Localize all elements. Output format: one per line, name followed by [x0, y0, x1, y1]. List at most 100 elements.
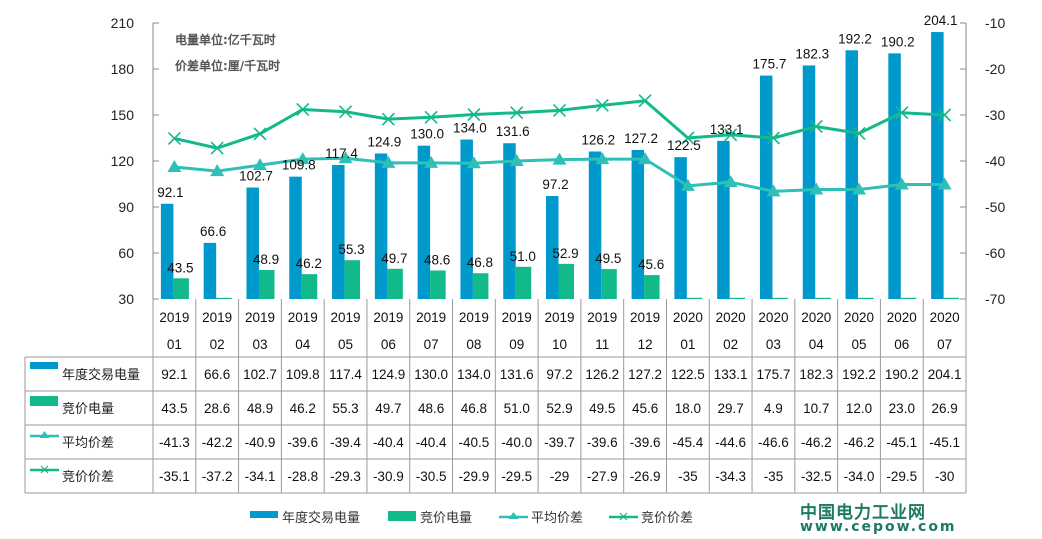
table-cell: 4.9	[764, 401, 783, 416]
table-cell: 51.0	[504, 401, 530, 416]
table-cell: -32.5	[801, 469, 832, 484]
bar-bid-volume	[644, 275, 660, 299]
category-year: 2020	[930, 310, 960, 325]
bar-annual-volume	[332, 164, 345, 299]
table-cell: -26.9	[630, 469, 661, 484]
label-annual-volume: 204.1	[924, 13, 958, 28]
bar-bid-volume	[900, 297, 917, 299]
bar-annual-volume	[203, 242, 217, 299]
table-cell: 175.7	[757, 367, 791, 382]
table-cell: 49.5	[589, 401, 615, 416]
legend-label: 平均价差	[531, 511, 583, 526]
legend-key-bar	[30, 362, 58, 369]
legend-label: 竞价价差	[641, 510, 693, 526]
label-bid-volume: 46.8	[467, 255, 493, 270]
table-cell: -45.1	[929, 435, 960, 450]
marker-x	[809, 119, 823, 134]
table-cell: 28.6	[204, 401, 230, 416]
bar-annual-volume	[631, 149, 645, 299]
bar-annual-volume	[160, 203, 174, 299]
table-cell: 130.0	[414, 367, 448, 382]
marker-x	[338, 105, 353, 119]
table-cell: -40.0	[501, 435, 532, 450]
label-bid-volume: 52.9	[552, 246, 578, 261]
category-month: 04	[295, 337, 311, 352]
table-cell: 43.5	[161, 401, 187, 416]
marker-triangle	[852, 182, 867, 195]
table-cell: -46.2	[844, 435, 875, 450]
label-annual-volume: 102.7	[239, 169, 273, 184]
bars	[160, 32, 960, 300]
marker-triangle	[338, 151, 353, 164]
marker-triangle	[680, 178, 695, 191]
right-tick-label: -10	[985, 15, 1005, 31]
marker-triangle	[39, 431, 50, 438]
table-cell: 46.2	[290, 401, 316, 416]
left-tick-label: 210	[111, 15, 135, 31]
label-annual-volume: 127.2	[624, 131, 658, 146]
data-labels: 92.1 66.6 102.7 109.8 117.4 124.9 130.0 134.0 13…	[157, 13, 957, 275]
table-cell: -39.4	[330, 435, 361, 450]
lines	[167, 94, 952, 197]
category-month: 04	[809, 337, 825, 352]
category-year: 2019	[245, 310, 275, 325]
marker-triangle	[937, 177, 952, 190]
marker-triangle	[295, 152, 310, 165]
label-annual-volume: 133.1	[710, 122, 744, 137]
marker-x	[467, 107, 481, 122]
table-cell: -34.1	[245, 469, 276, 484]
bar-annual-volume	[417, 145, 431, 299]
bar-bid-volume	[729, 297, 746, 299]
category-month: 08	[466, 337, 481, 352]
label-annual-volume: 131.6	[496, 124, 530, 139]
legend: 年度交易电量 竞价电量 平均价差 竞价价差	[250, 510, 693, 526]
label-bid-volume: 49.5	[595, 251, 621, 266]
bar-annual-volume	[931, 32, 944, 300]
table-cell: 45.6	[632, 401, 658, 416]
marker-x	[681, 131, 695, 145]
marker-x	[938, 108, 952, 122]
table-cell: -34.3	[715, 469, 746, 484]
marker-triangle	[894, 177, 909, 190]
marker-x	[210, 141, 224, 155]
category-year: 2019	[288, 310, 318, 325]
label-bid-volume: 48.9	[253, 252, 279, 267]
marker-x	[381, 112, 395, 126]
label-annual-volume: 134.0	[453, 121, 487, 136]
table-cell: 117.4	[329, 367, 362, 382]
marker-triangle	[167, 159, 182, 172]
table-cell: -45.4	[672, 435, 703, 450]
category-year: 2020	[801, 310, 831, 325]
bar-bid-volume	[772, 297, 788, 299]
unit-note-price: 价差单位:厘/千瓦时	[175, 58, 280, 73]
category-month: 02	[210, 337, 225, 352]
table-cell: -39.7	[544, 435, 575, 450]
table-cell: -40.9	[245, 435, 276, 450]
table-cell: 92.1	[161, 367, 187, 382]
table-row-label: 竞价电量	[62, 401, 114, 417]
label-annual-volume: 66.6	[200, 224, 226, 239]
label-annual-volume: 124.9	[367, 134, 401, 149]
table-cell: -40.4	[373, 435, 404, 450]
bar-bid-volume	[344, 260, 361, 299]
table-row-label: 竞价价差	[62, 469, 114, 485]
table-cell: -29.5	[501, 469, 532, 484]
table-cell: -29.3	[330, 469, 361, 484]
marker-x	[296, 102, 310, 117]
left-tick-label: 90	[118, 199, 134, 215]
label-annual-volume: 109.8	[282, 158, 316, 173]
table-row-label: 平均价差	[62, 436, 114, 451]
table-cell: 133.1	[714, 367, 748, 382]
category-month: 07	[424, 337, 439, 352]
category-month: 01	[167, 337, 182, 352]
label-annual-volume: 130.0	[410, 127, 444, 142]
bar-annual-volume	[374, 153, 388, 299]
table-cell: 55.3	[332, 401, 358, 416]
marker-x	[638, 94, 652, 108]
left-tick-label: 180	[111, 61, 135, 77]
category-month: 10	[552, 337, 567, 352]
watermark-logo-text: 中国电力工业网	[800, 503, 926, 523]
bar-bid-volume	[601, 269, 617, 299]
table-cell: 12.0	[846, 401, 872, 416]
